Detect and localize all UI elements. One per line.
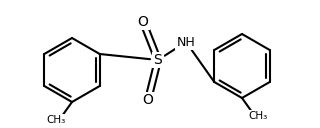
Text: CH₃: CH₃ — [46, 115, 66, 125]
Text: CH₃: CH₃ — [248, 111, 268, 121]
Text: O: O — [143, 93, 153, 107]
Text: NH: NH — [177, 35, 196, 49]
Text: O: O — [138, 15, 148, 29]
Text: S: S — [154, 53, 162, 67]
